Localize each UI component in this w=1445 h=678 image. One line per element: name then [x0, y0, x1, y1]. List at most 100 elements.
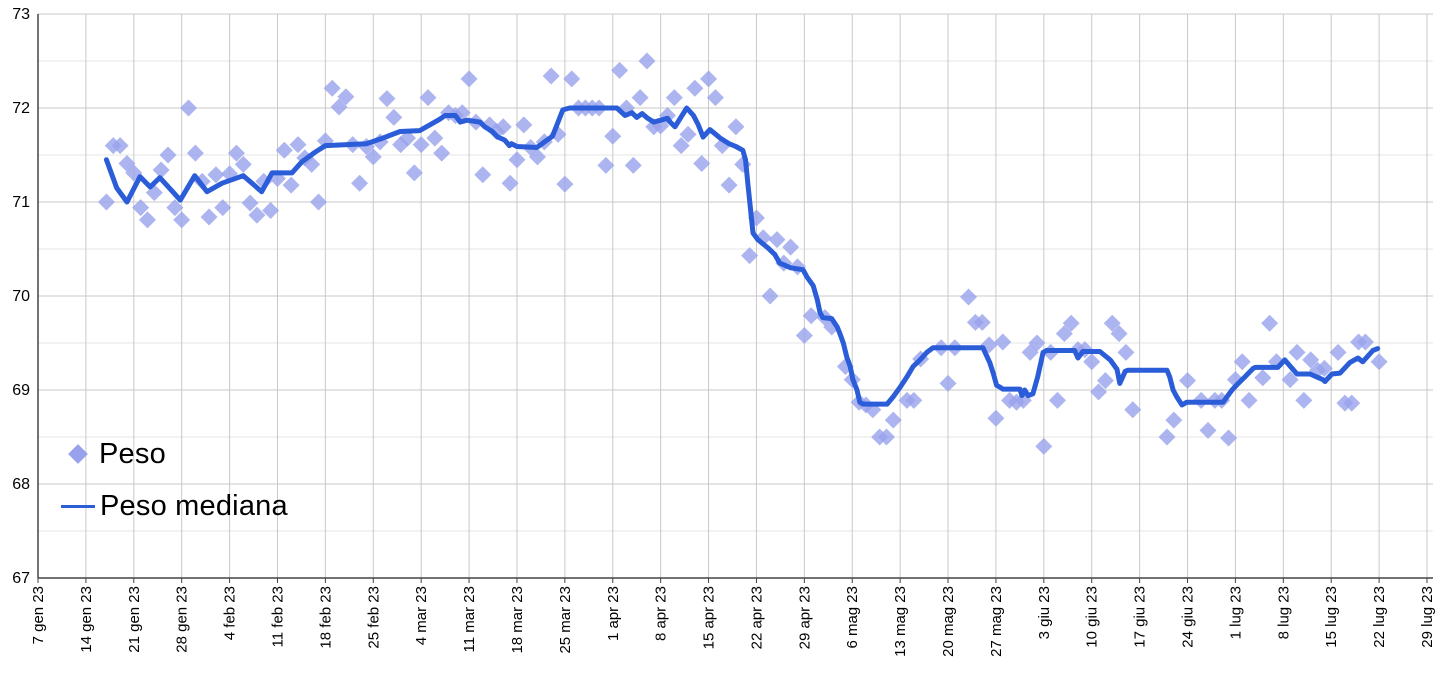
scatter-point [494, 118, 512, 136]
scatter-point [159, 146, 177, 164]
scatter-point [624, 156, 642, 174]
scatter-point [1315, 359, 1333, 377]
x-tick-label: 25 feb 23 [365, 586, 382, 649]
scatter-point [323, 79, 341, 97]
line-marker-icon [61, 504, 95, 508]
scatter-point [262, 201, 280, 219]
scatter-point [289, 136, 307, 154]
x-tick-label: 3 giu 23 [1036, 586, 1053, 639]
x-tick-label: 8 lug 23 [1275, 586, 1292, 639]
legend-item-peso-mediana: Peso mediana [60, 480, 288, 532]
scatter-point [1220, 429, 1238, 447]
scatter-point [768, 231, 786, 249]
scatter-point [351, 174, 369, 192]
diamond-marker-icon [68, 444, 88, 464]
scatter-point [939, 374, 957, 392]
scatter-point [679, 125, 697, 143]
x-tick-label: 11 feb 23 [269, 586, 286, 647]
scatter-point [1124, 401, 1142, 419]
scatter-point [282, 176, 300, 194]
scatter-point [1261, 314, 1279, 332]
scatter-point [884, 411, 902, 429]
x-tick-label: 25 mar 23 [557, 586, 574, 654]
scatter-point [987, 409, 1005, 427]
scatter-point [686, 79, 704, 97]
scatter-point [563, 70, 581, 88]
x-tick-label: 21 gen 23 [126, 586, 143, 653]
x-tick-label: 15 apr 23 [701, 586, 718, 649]
x-tick-label: 20 mag 23 [940, 586, 957, 657]
scatter-point [152, 161, 170, 179]
scatter-point [727, 118, 745, 136]
scatter-point [638, 52, 656, 70]
scatter-point [337, 88, 355, 106]
scatter-point [720, 176, 738, 194]
scatter-point [597, 156, 615, 174]
x-tick-label: 29 apr 23 [796, 586, 813, 649]
scatter-point [1165, 411, 1183, 429]
scatter-point [877, 428, 895, 446]
y-tick-label: 71 [12, 194, 30, 211]
scatter-point [207, 166, 225, 184]
x-tick-label: 1 lug 23 [1227, 586, 1244, 639]
x-tick-label: 4 feb 23 [222, 586, 239, 640]
scatter-point [611, 61, 629, 79]
scatter-point [1356, 333, 1374, 351]
scatter-point [973, 313, 991, 331]
scatter-point [310, 193, 328, 211]
scatter-point [782, 238, 800, 256]
scatter-point [118, 154, 136, 172]
scatter-point [994, 333, 1012, 351]
y-tick-label: 69 [12, 382, 30, 399]
scatter-point [460, 70, 478, 88]
scatter-point [631, 89, 649, 107]
scatter-point [1062, 314, 1080, 332]
scatter-point [1055, 325, 1073, 343]
legend-label-peso-mediana: Peso mediana [100, 489, 288, 522]
scatter-point [412, 136, 430, 154]
x-tick-label: 10 giu 23 [1084, 586, 1101, 648]
scatter-point [1370, 353, 1388, 371]
x-tick-label: 8 apr 23 [653, 586, 670, 641]
scatter-point [905, 391, 923, 409]
scatter-point [248, 206, 266, 224]
scatter-point [1343, 394, 1361, 412]
legend-label-peso: Peso [99, 437, 166, 470]
x-tick-label: 14 gen 23 [78, 586, 95, 653]
scatter-point [241, 194, 259, 212]
x-tick-label: 1 apr 23 [605, 586, 622, 641]
x-tick-label: 4 mar 23 [413, 586, 430, 645]
scatter-point [1158, 428, 1176, 446]
scatter-point [795, 326, 813, 344]
scatter-point [180, 99, 198, 117]
scatter-point [200, 208, 218, 226]
scatter-point [1096, 372, 1114, 390]
scatter-point [474, 166, 492, 184]
scatter-point [1329, 343, 1347, 361]
scatter-point [97, 193, 115, 211]
x-tick-label: 29 lug 23 [1419, 586, 1436, 648]
x-tick-label: 11 mar 23 [461, 586, 478, 652]
scatter-point [275, 141, 293, 159]
scatter-point [1295, 391, 1313, 409]
x-tick-label: 27 mag 23 [988, 586, 1005, 657]
scatter-point [706, 89, 724, 107]
x-tick-label: 22 lug 23 [1371, 586, 1388, 648]
scatter-point [960, 288, 978, 306]
scatter-point [761, 287, 779, 305]
scatter-point [1117, 343, 1135, 361]
y-tick-label: 68 [12, 476, 30, 493]
x-tick-label: 17 giu 23 [1132, 586, 1149, 648]
scatter-point [173, 211, 191, 229]
scatter-point [501, 174, 519, 192]
x-tick-label: 15 lug 23 [1323, 586, 1340, 648]
scatter-point [665, 89, 683, 107]
x-tick-label: 13 mag 23 [892, 586, 909, 657]
scatter-point [330, 98, 348, 116]
scatter-point [604, 127, 622, 145]
scatter-point [132, 199, 150, 217]
scatter-point [1083, 353, 1101, 371]
y-tick-label: 73 [12, 6, 30, 23]
